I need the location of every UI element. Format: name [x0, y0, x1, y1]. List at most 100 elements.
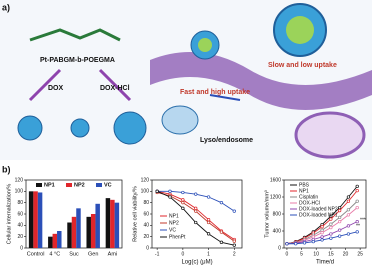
point: [320, 231, 324, 235]
point: [219, 230, 224, 234]
polymer-label: Pt-PABGM-b-POEGMA: [40, 57, 115, 64]
point: [337, 215, 342, 220]
bar: [114, 202, 120, 248]
y-tick-label: 20: [17, 234, 23, 240]
legend-label: NP2: [169, 220, 179, 226]
legend-label: DOX-HCl: [299, 200, 320, 206]
point: [329, 214, 333, 218]
y-tick-label: 80: [143, 200, 149, 206]
plot-frame: [151, 179, 243, 249]
x-tick-label: 15: [328, 251, 334, 257]
point: [232, 239, 236, 243]
y-tick-label: 1600: [270, 177, 281, 183]
point: [355, 230, 359, 234]
bar: [33, 191, 38, 248]
np-vc: [70, 118, 90, 138]
membrane: [150, 52, 372, 110]
legend-label: VC: [169, 227, 176, 233]
annotation: ***: [360, 217, 366, 223]
arrow: [209, 94, 241, 101]
bar: [76, 208, 81, 248]
bar: [71, 216, 77, 248]
x-tick-label: Suc: [69, 251, 79, 257]
particle-core: [286, 16, 314, 44]
panel-label: a): [2, 2, 10, 12]
organelle-label: Lyso/endosome: [200, 137, 253, 144]
y-tick-label: 100: [15, 189, 24, 195]
drug-salt-label: DOX-HCl: [100, 85, 130, 92]
legend-label: PhenPt: [169, 234, 186, 240]
point: [294, 242, 298, 246]
point: [337, 208, 342, 213]
legend-label: VC: [104, 182, 112, 188]
point: [337, 234, 342, 238]
point: [320, 238, 324, 242]
point: [194, 206, 198, 210]
legend-swatch: [36, 183, 42, 187]
point: [355, 188, 359, 193]
np2: [113, 111, 147, 145]
x-tick-label: -1: [155, 251, 160, 257]
bar: [86, 216, 91, 248]
x-axis-label: Log(c) (μM): [181, 260, 212, 266]
x-tick-label: Control: [27, 251, 45, 257]
legend-label: NP1: [169, 213, 179, 219]
point: [206, 218, 211, 222]
point: [155, 189, 159, 193]
fast-label: Fast and high uptake: [180, 89, 250, 96]
point: [346, 195, 351, 199]
bar: [28, 191, 34, 248]
point: [194, 209, 198, 213]
y-tick-label: 80: [17, 200, 23, 206]
legend-swatch: [66, 183, 72, 187]
bar: [37, 192, 43, 248]
point: [337, 219, 342, 224]
bar: [110, 199, 115, 248]
x-tick-label: 1: [207, 251, 210, 257]
legend-label: DOX-loaded NP2: [299, 206, 338, 212]
x-tick-label: Gen: [88, 251, 98, 257]
point: [168, 189, 172, 193]
y-tick-label: 120: [15, 177, 24, 183]
point: [329, 225, 333, 230]
legend-label: NP1: [44, 182, 55, 188]
x-tick-label: 2: [233, 251, 236, 257]
y-tick-label: 400: [273, 228, 282, 234]
bar: [95, 203, 100, 248]
bar: [52, 233, 58, 248]
y-tick-label: 100: [141, 189, 150, 195]
y-tick-label: 800: [273, 211, 282, 217]
point: [285, 242, 289, 246]
x-tick-label: 10: [313, 251, 319, 257]
y-tick-label: 0: [278, 245, 281, 251]
bar: [57, 231, 62, 248]
point: [355, 184, 359, 189]
point: [232, 243, 236, 247]
point: [232, 209, 236, 213]
point: [219, 240, 224, 244]
x-axis-label: Time/d: [316, 260, 334, 266]
legend-label: NP1: [299, 188, 309, 194]
legend-swatch: [96, 183, 102, 187]
y-tick-label: 1200: [270, 194, 281, 200]
y-tick-label: 120: [141, 177, 150, 183]
y-tick-label: 0: [20, 245, 23, 251]
point: [194, 220, 198, 225]
point: [206, 220, 211, 225]
point: [355, 219, 359, 224]
point: [181, 190, 185, 195]
x-tick-label: 20: [343, 251, 349, 257]
x-tick-label: 0: [286, 251, 289, 257]
point: [181, 198, 185, 202]
bar: [105, 198, 111, 248]
point: [346, 224, 351, 228]
arrows: [28, 68, 132, 102]
point: [206, 195, 211, 199]
point: [329, 236, 333, 240]
bar: [90, 214, 96, 248]
legend-label: NP2: [74, 182, 85, 188]
point: [302, 241, 307, 245]
point: [194, 192, 198, 196]
endosome: [161, 105, 199, 135]
